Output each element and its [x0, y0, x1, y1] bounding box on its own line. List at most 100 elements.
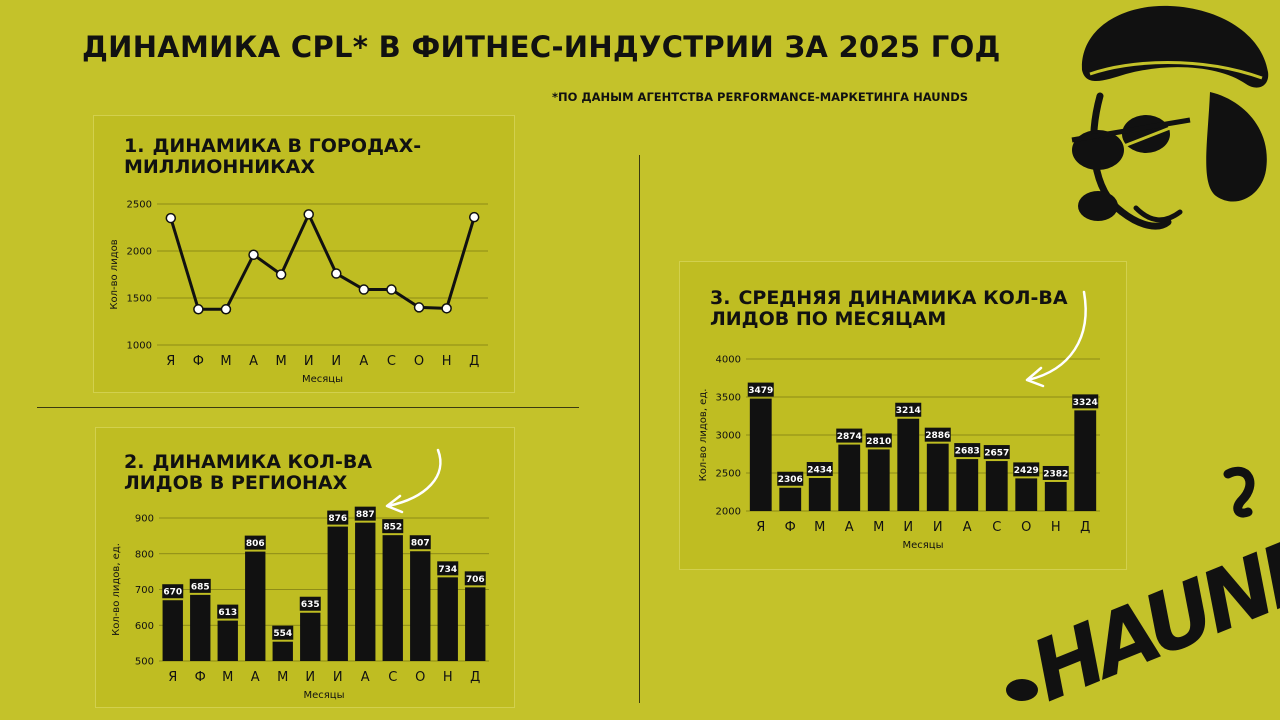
- data-label: 2306: [778, 475, 803, 485]
- y-tick-label: 3500: [716, 393, 741, 404]
- bar: [897, 418, 920, 511]
- y-tick-label: 2000: [716, 507, 741, 518]
- x-tick-label: И: [333, 670, 343, 685]
- data-label: 706: [466, 575, 485, 585]
- data-label-bg: [747, 382, 774, 397]
- chart-panel-3: 3. СРЕДНЯЯ ДИНАМИКА КОЛ-ВА ЛИДОВ ПО МЕСЯЦ…: [679, 261, 1127, 570]
- arrowhead-icon: [1025, 366, 1045, 388]
- data-point: [248, 249, 259, 261]
- data-point: [193, 304, 204, 315]
- x-tick-label: И: [305, 670, 315, 685]
- chart-title-2: 2. ДИНАМИКА КОЛ-ВА ЛИДОВ В РЕГИОНАХ: [124, 452, 454, 494]
- bar: [410, 551, 431, 661]
- data-label: 852: [383, 523, 402, 533]
- x-tick-label: Ф: [785, 520, 796, 535]
- data-label: 2886: [925, 431, 950, 441]
- y-axis-label: Кол-во лидов: [109, 239, 120, 309]
- data-label-bg: [409, 535, 431, 550]
- x-tick-label: М: [277, 670, 288, 685]
- data-label-bg: [836, 428, 863, 443]
- arrowhead-icon: [385, 494, 404, 514]
- line-chart-1: 1000 1500 2000 2500 Я Ф М А М И И А С О Н Д Месяцы Кол-во…: [109, 200, 488, 385]
- x-tick-label: Ф: [193, 354, 204, 369]
- bar: [1074, 410, 1097, 511]
- bar: [465, 587, 486, 661]
- data-label-bg: [895, 402, 922, 417]
- bar: [808, 478, 831, 511]
- x-tick-label: А: [361, 670, 370, 685]
- x-tick-label: А: [359, 354, 368, 369]
- y-axis-label: Кол-во лидов, ед.: [698, 389, 709, 482]
- x-axis-label: Месяцы: [304, 690, 345, 701]
- x-tick-label: С: [387, 354, 396, 369]
- data-label: 635: [301, 600, 320, 610]
- data-label-bg: [1013, 462, 1040, 477]
- vertical-divider: [639, 155, 640, 703]
- bar: [1044, 481, 1067, 511]
- data-label: 3324: [1073, 398, 1098, 408]
- x-tick-label: Я: [166, 354, 175, 369]
- data-label-bg: [983, 445, 1010, 460]
- x-tick-label: Я: [168, 670, 177, 685]
- data-label-bg: [437, 561, 459, 576]
- data-label-bg: [777, 471, 804, 486]
- data-label-bg: [327, 510, 349, 525]
- x-tick-label: Я: [756, 520, 765, 535]
- data-label: 554: [273, 629, 292, 639]
- arrow-icon: [1026, 290, 1087, 382]
- data-label: 670: [163, 588, 182, 598]
- y-tick-label: 2000: [127, 247, 152, 258]
- data-label-bg: [1072, 394, 1099, 409]
- data-label: 876: [328, 514, 347, 524]
- data-label-bg: [354, 506, 376, 521]
- bar: [926, 443, 949, 511]
- x-tick-label: И: [933, 520, 943, 535]
- x-tick-label: М: [276, 354, 287, 369]
- bar: [300, 612, 321, 661]
- y-tick-label: 700: [135, 585, 154, 596]
- bar: [272, 641, 293, 661]
- data-label: 734: [438, 565, 457, 575]
- data-label: 807: [411, 539, 430, 549]
- data-point: [303, 209, 314, 220]
- chart-number-3: 3.: [710, 287, 731, 309]
- dog-mascot-icon: [1071, 5, 1269, 230]
- y-tick-label: 600: [135, 621, 154, 632]
- data-label-bg: [189, 578, 211, 593]
- chart-panel-1: 1. ДИНАМИКА В ГОРОДАХ-МИЛЛИОННИКАХ 1000 15…: [93, 115, 515, 393]
- x-axis-label: Месяцы: [302, 374, 343, 385]
- data-label: 613: [218, 608, 237, 618]
- y-tick-label: 1000: [127, 341, 152, 352]
- svg-text:HAUND: HAUND: [1018, 512, 1280, 720]
- data-label-bg: [954, 443, 981, 458]
- data-point: [413, 302, 425, 313]
- x-tick-label: Д: [469, 354, 479, 369]
- bar: [382, 535, 403, 661]
- x-tick-label: М: [814, 520, 825, 535]
- bar: [779, 487, 802, 511]
- x-tick-label: Н: [1051, 520, 1061, 535]
- x-tick-label: Д: [1080, 520, 1090, 535]
- data-label-bg: [1042, 465, 1069, 480]
- data-label: 2810: [866, 437, 891, 447]
- chart-title-3-text: СРЕДНЯЯ ДИНАМИКА КОЛ-ВА ЛИДОВ ПО МЕСЯЦАМ: [710, 287, 1068, 330]
- source-note: *ПО ДАНЫМ АГЕНТСТВА PERFORMANCE-МАРКЕТИН…: [552, 90, 969, 104]
- y-tick-label: 1500: [127, 294, 152, 305]
- x-tick-label: И: [331, 354, 341, 369]
- x-tick-label: Н: [442, 354, 452, 369]
- x-axis-label: Месяцы: [903, 540, 944, 551]
- x-tick-label: О: [1021, 520, 1031, 535]
- data-point: [331, 268, 342, 279]
- y-tick-label: 800: [135, 549, 154, 560]
- x-tick-label: О: [414, 354, 424, 369]
- x-tick-label: М: [873, 520, 884, 535]
- x-tick-label: М: [222, 670, 233, 685]
- data-point: [165, 212, 177, 224]
- x-tick-label: С: [388, 670, 397, 685]
- data-label: 2657: [984, 449, 1009, 459]
- bar: [190, 594, 211, 661]
- page-title: ДИНАМИКА CPL* В ФИТНЕС-ИНДУСТРИИ ЗА 2025…: [82, 30, 1001, 64]
- chart-title-1-text: ДИНАМИКА В ГОРОДАХ-МИЛЛИОННИКАХ: [124, 135, 422, 178]
- x-tick-label: О: [415, 670, 425, 685]
- x-tick-label: М: [220, 354, 231, 369]
